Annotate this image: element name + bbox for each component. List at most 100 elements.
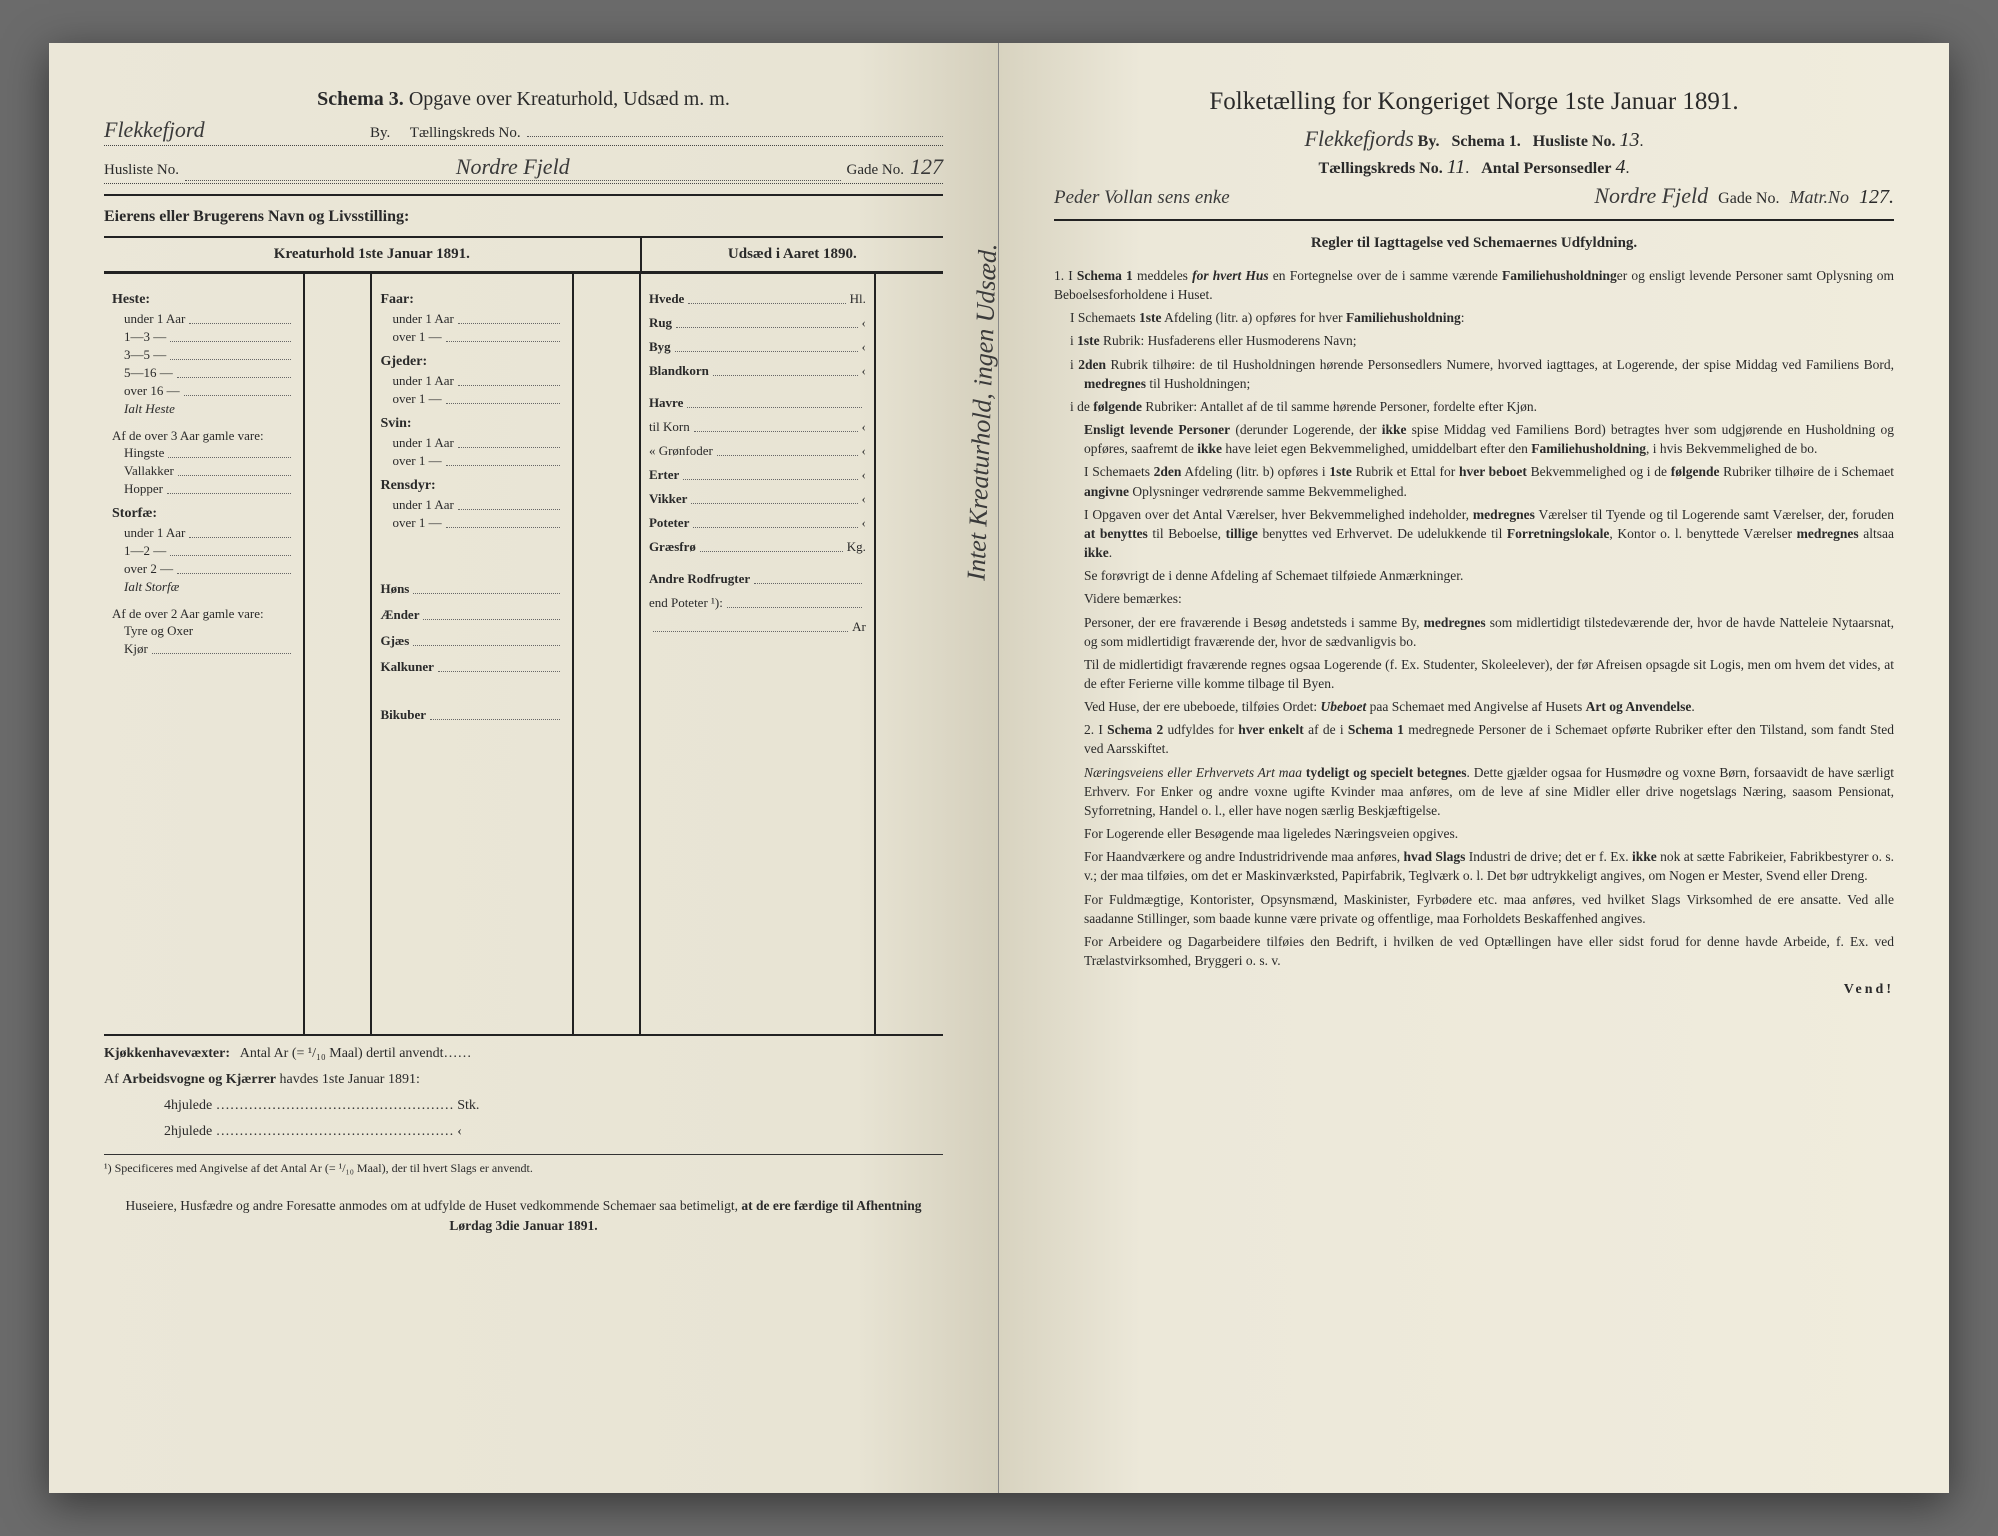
document-spread: Schema 3. Opgave over Kreaturhold, Udsæd… [49,43,1949,1493]
census-title: Folketælling for Kongeriget Norge 1ste J… [1054,88,1894,116]
instruction-text: Huseiere, Husfædre og andre Foresatte an… [104,1196,943,1237]
col5-values [876,274,943,1034]
heste-r3: 5—16 — [124,365,173,381]
rule-paragraph: I Schemaets 2den Afdeling (litr. b) opfø… [1054,462,1894,500]
table-header-row: Kreaturhold 1ste Januar 1891. Udsæd i Aa… [104,236,943,272]
udsaed-unit: ‹ [862,419,866,435]
right-line3: Peder Vollan sens enke Nordre Fjeld Gade… [1054,183,1894,209]
rule-paragraph: 1. I Schema 1 meddeles for hvert Hus en … [1054,266,1894,304]
owner-label: Eierens eller Brugerens Navn og Livsstil… [104,208,943,226]
rule-paragraph: Se forøvrigt de i denne Afdeling af Sche… [1054,566,1894,585]
storfae-s1: Kjør [124,641,148,657]
schema-label-r: Schema 1. [1451,133,1520,150]
col1-values [305,274,372,1034]
col-heste-storfae: Heste: under 1 Aar 1—3 — 3—5 — 5—16 — ov… [104,274,305,1034]
wheel2-line: 2hjulede …………………………………………… ‹ [104,1124,943,1140]
cat-gjeder: Gjeder: [380,354,563,370]
gade-label: Gade No. [847,162,904,179]
heste-ialt: Ialt Heste [124,401,175,417]
divider-r [1054,219,1894,221]
udsaed-unit: ‹ [862,339,866,355]
husliste-line: Husliste No. Nordre Fjeld Gade No. 127 [104,154,943,184]
cat-storfae: Storfæ: [112,506,295,522]
storfae-s0: Tyre og Oxer [124,623,193,639]
header-kreatur: Kreaturhold 1ste Januar 1891. [104,238,642,272]
storfae-ialt: Ialt Storfæ [124,579,179,595]
udsaed-row: Andre Rodfrugter [649,570,866,588]
rule-paragraph: For Haandværkere og andre Industridriven… [1054,847,1894,885]
rule-paragraph: For Logerende eller Besøgende maa ligele… [1054,824,1894,843]
udsaed-row: Rug ‹ [649,314,866,332]
divider [104,194,943,196]
rule-paragraph: I Schemaets 1ste Afdeling (litr. a) opfø… [1054,308,1894,327]
right-line1: Flekkefjords By. Schema 1. Husliste No. … [1054,126,1894,152]
storfae-r0: under 1 Aar [124,525,185,541]
rule-paragraph: Næringsveiens eller Erhvervets Art maa t… [1054,763,1894,820]
udsaed-label: Poteter [649,515,689,531]
hw-city: Flekkefjord [104,117,364,143]
rule-paragraph: For Arbeidere og Dagarbeidere tilføies d… [1054,932,1894,970]
udsaed-row: Poteter ‹ [649,514,866,532]
cat-svin: Svin: [380,416,563,432]
right-page: Folketælling for Kongeriget Norge 1ste J… [999,43,1949,1493]
footnote: ¹) Specificeres med Angivelse af det Ant… [104,1154,943,1176]
city-line: Flekkefjord By. Tællingskreds No. [104,117,943,146]
udsaed-row: HvedeHl. [649,290,866,308]
faar-r1: over 1 — [392,329,441,345]
udsaed-row: GræsfrøKg. [649,538,866,556]
udsaed-row: Erter ‹ [649,466,866,484]
udsaed-label: Andre Rodfrugter [649,571,750,587]
rule-paragraph: i 1ste Rubrik: Husfaderens eller Husmode… [1054,331,1894,350]
rule-paragraph: Videre bemærkes: [1054,589,1894,608]
udsaed-label: Erter [649,467,679,483]
udsaed-row: « Grønfoder‹ [649,442,866,460]
udsaed-unit: Kg. [847,539,866,555]
hw-gade-no: 127 [910,154,943,180]
heste-r1: 1—3 — [124,329,166,345]
header-udsaed: Udsæd i Aaret 1890. [642,238,943,272]
gjeder-r1: over 1 — [392,391,441,407]
schema-header: Schema 3. Opgave over Kreaturhold, Udsæd… [104,88,943,111]
col-udsaed: HvedeHl.Rug‹Byg‹Blandkorn‹Havre til Korn… [641,274,876,1034]
udsaed-row: Ar [649,618,866,636]
rule-paragraph: Ensligt levende Personer (derunder Loger… [1054,420,1894,458]
udsaed-unit: ‹ [862,491,866,507]
kjokken-line: Kjøkkenhavevæxter: Kjøkkenhavevæxter: An… [104,1046,943,1062]
by-label: By. [370,125,390,142]
svin-r0: under 1 Aar [392,435,453,451]
udsaed-row: end Poteter ¹): [649,594,866,612]
udsaed-unit: ‹ [862,315,866,331]
udsaed-row: til Korn‹ [649,418,866,436]
heste-s1: Vallakker [124,463,174,479]
storfae-r2: over 2 — [124,561,173,577]
rule-paragraph: Ved Huse, der ere ubeboede, tilføies Ord… [1054,697,1894,716]
udsaed-label: Byg [649,339,671,355]
heste-r4: over 16 — [124,383,180,399]
schema-title-text: Opgave over Kreaturhold, Udsæd m. m. [409,88,730,110]
udsaed-row: Havre [649,394,866,412]
rule-paragraph: Personer, der ere fraværende i Besøg and… [1054,613,1894,651]
udsaed-label: Havre [649,395,683,411]
hw-owner: Peder Vollan sens enke [1054,187,1584,209]
left-page: Schema 3. Opgave over Kreaturhold, Udsæd… [49,43,999,1493]
poultry-2: Gjæs [380,633,409,649]
col-faar-etc: Faar: under 1 Aar over 1 — Gjeder: under… [372,274,573,1034]
udsaed-unit: ‹ [862,443,866,459]
udsaed-row: Vikker‹ [649,490,866,508]
udsaed-label: end Poteter ¹): [649,595,723,611]
rule-paragraph: i de følgende Rubriker: Antallet af de t… [1054,397,1894,416]
rensdyr-r0: under 1 Aar [392,497,453,513]
antal-label: Antal Personsedler [1481,160,1611,177]
udsaed-unit: ‹ [862,363,866,379]
heste-s2: Hopper [124,481,163,497]
hw-street-r: Nordre Fjeld [1594,183,1708,209]
heste-r0: under 1 Aar [124,311,185,327]
udsaed-unit: ‹ [862,515,866,531]
poultry-0: Høns [380,581,409,597]
wheel4-line: 4hjulede …………………………………………… Stk. [104,1098,943,1114]
svin-r1: over 1 — [392,453,441,469]
udsaed-unit: ‹ [862,467,866,483]
udsaed-label: Rug [649,315,672,331]
husliste-label: Husliste No. [104,162,179,179]
heste-r2: 3—5 — [124,347,166,363]
